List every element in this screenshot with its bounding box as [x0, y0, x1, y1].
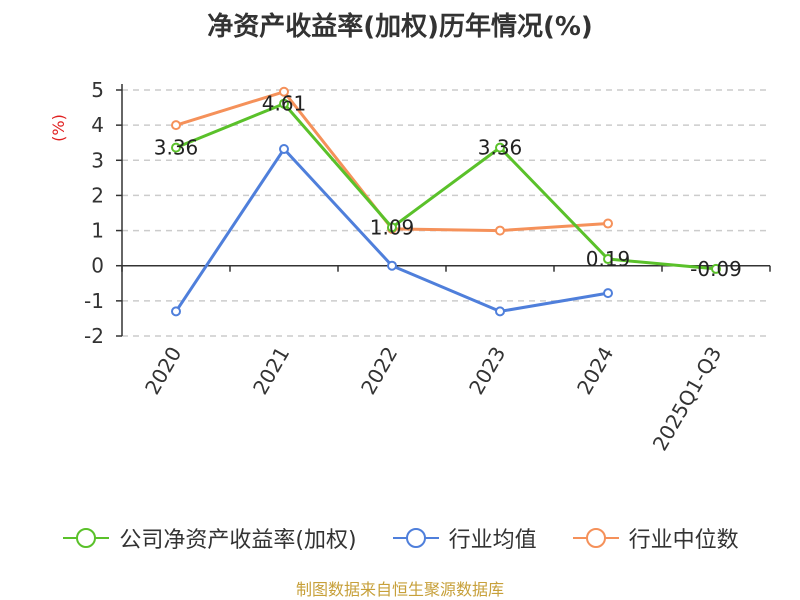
series-point-0	[495, 142, 505, 153]
series-point-2	[279, 86, 289, 97]
series-point-1	[171, 306, 181, 317]
y-tick-label: 1	[91, 219, 104, 243]
y-tick-label: 3	[91, 148, 104, 172]
x-tick-label: 2021	[248, 343, 294, 399]
series-point-2	[171, 120, 181, 131]
legend-marker-icon	[572, 528, 619, 548]
legend: 公司净资产收益率(加权) 行业均值 行业中位数	[0, 518, 800, 558]
y-tick-label: 2	[91, 183, 104, 207]
series-point-0	[711, 263, 721, 274]
data-label: 4.61	[262, 92, 307, 116]
series-point-1	[603, 288, 613, 299]
series-point-1	[387, 260, 397, 271]
y-tick-labels: 5 4 3 2 1 0 -1 -2	[84, 78, 122, 348]
x-tick-label: 2023	[464, 343, 510, 399]
x-tick-label: 2025Q1-Q3	[648, 343, 727, 455]
series-group	[171, 86, 721, 317]
data-label: 3.36	[154, 136, 199, 160]
y-tick-label: 4	[91, 113, 104, 137]
grid-lines	[122, 89, 770, 337]
x-tick-label: 2022	[356, 343, 402, 399]
y-tick-label: 0	[91, 254, 104, 278]
series-point-2	[603, 218, 613, 229]
x-tick-labels: 2020 2021 2022 2023 2024 2025Q1-Q3	[140, 343, 726, 455]
data-label: 0.19	[586, 247, 631, 271]
series-point-2	[495, 225, 505, 236]
y-tick-label: 5	[91, 78, 104, 102]
series-point-0	[603, 254, 613, 265]
y-axis-unit: (%)	[49, 114, 68, 142]
legend-label: 公司净资产收益率(加权)	[119, 528, 357, 553]
legend-item-0[interactable]: 公司净资产收益率(加权)	[61, 522, 357, 554]
y-tick-label: -2	[84, 324, 104, 348]
legend-item-2[interactable]: 行业中位数	[571, 522, 739, 554]
legend-marker-icon	[392, 528, 439, 548]
series-point-1	[495, 306, 505, 317]
data-label: -0.09	[690, 257, 742, 281]
legend-label: 行业中位数	[628, 528, 739, 553]
series-point-1	[279, 144, 289, 155]
axes	[121, 84, 771, 336]
legend-item-1[interactable]: 行业均值	[391, 522, 537, 554]
x-tick-label: 2024	[572, 343, 618, 399]
series-point-0	[171, 142, 181, 153]
series-line-2	[175, 90, 609, 233]
data-label: 1.09	[370, 215, 415, 239]
line-chart: 5 4 3 2 1 0 -1 -2 2020 2021 2022 2023 2024 2025Q1-Q3…	[49, 78, 771, 455]
series-line-0	[175, 102, 717, 271]
legend-marker-icon	[63, 528, 110, 548]
legend-label: 行业均值	[448, 528, 537, 553]
x-tick-label: 2020	[140, 343, 186, 399]
data-label: 3.36	[478, 136, 523, 160]
data-labels: 3.36 4.61 1.09 3.36 0.19 -0.09	[154, 92, 742, 281]
series-point-0	[387, 222, 397, 233]
series-point-0	[279, 98, 289, 109]
y-tick-label: -1	[84, 289, 104, 313]
data-source-note: 制图数据来自恒生聚源数据库	[295, 580, 504, 599]
chart-title: 净资产收益率(加权)历年情况(%)	[207, 12, 593, 42]
